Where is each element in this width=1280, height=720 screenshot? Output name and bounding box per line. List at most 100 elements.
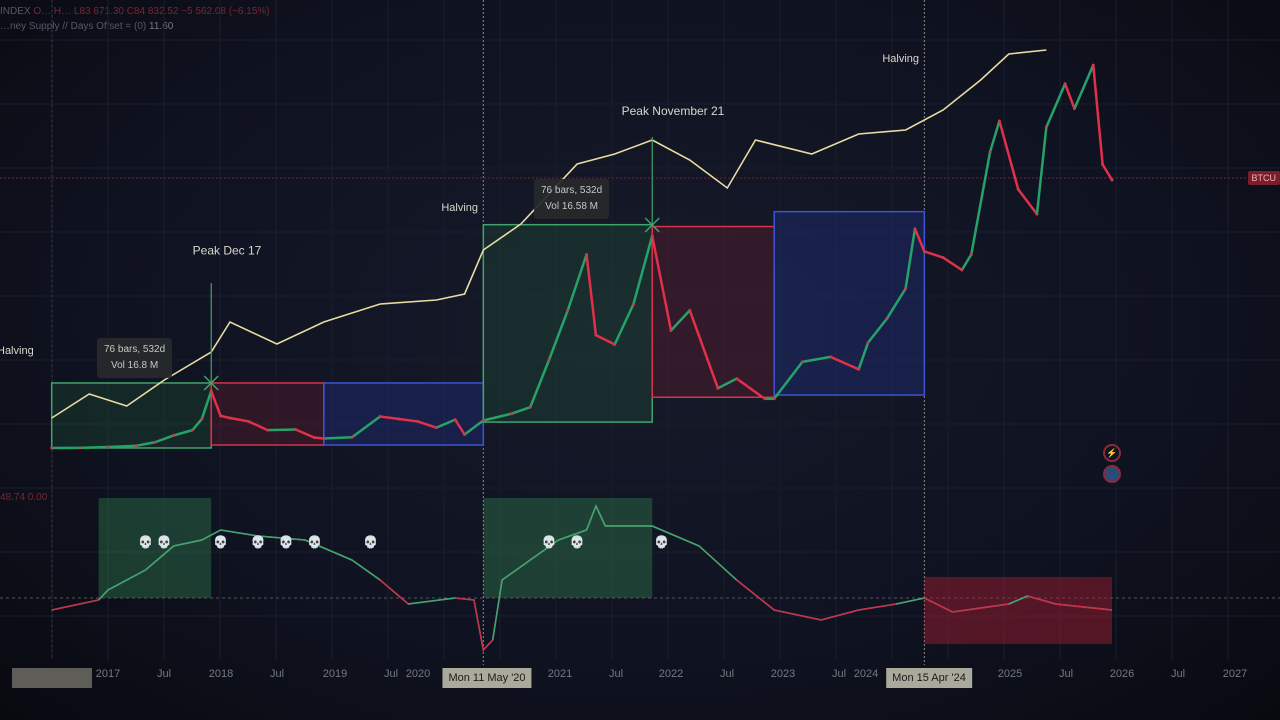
price-point xyxy=(134,444,138,448)
price-point xyxy=(829,355,833,359)
price-point xyxy=(988,150,992,154)
time-axis-tick: 2023 xyxy=(770,668,796,680)
price-point xyxy=(172,433,176,437)
price-point xyxy=(397,417,401,421)
measure-label: 76 bars, 532d Vol 16.8 M xyxy=(97,338,173,378)
skull-icon: 💀 xyxy=(363,535,378,549)
price-candle-segment xyxy=(867,317,888,344)
price-point xyxy=(997,119,1001,123)
red-cycle-box xyxy=(210,382,325,446)
time-axis-tick: 2020 xyxy=(405,668,431,680)
time-axis-tick: Jul xyxy=(719,668,735,680)
annotation-label: Peak November 21 xyxy=(622,104,725,118)
price-candle-segment xyxy=(295,428,315,439)
price-point xyxy=(941,256,945,260)
price-point xyxy=(528,405,532,409)
oscillator-segment xyxy=(1008,595,1028,605)
price-candle-segment xyxy=(463,419,485,436)
oscillator-segment xyxy=(304,539,353,561)
oscillator-segment xyxy=(379,579,409,605)
flag-icon[interactable] xyxy=(1103,465,1121,483)
price-point xyxy=(509,412,513,416)
oscillator-segment xyxy=(595,505,606,527)
price-candle-segment xyxy=(566,254,588,311)
oscillator-segment xyxy=(924,597,953,613)
price-candle-segment xyxy=(79,445,109,450)
annotation-label: Halving xyxy=(882,53,919,65)
price-candle-segment xyxy=(1063,83,1076,110)
price-point xyxy=(312,436,316,440)
price-candle-segment xyxy=(970,151,992,255)
price-candle-segment xyxy=(454,418,466,436)
symbol-name: INDEX xyxy=(0,6,31,17)
price-point xyxy=(1110,178,1114,182)
price-candle-segment xyxy=(735,377,766,400)
skull-icon: 💀 xyxy=(307,535,322,549)
price-candle-segment xyxy=(351,415,381,439)
price-candle-segment xyxy=(1017,188,1038,215)
price-point xyxy=(969,252,973,256)
price-candle-segment xyxy=(417,420,437,429)
price-point xyxy=(294,428,298,432)
price-candle-segment xyxy=(960,253,973,271)
price-candle-segment xyxy=(802,355,831,364)
time-axis-tick: Jul xyxy=(608,668,624,680)
price-point xyxy=(1016,187,1020,191)
price-candle-segment xyxy=(885,287,907,320)
price-point xyxy=(631,302,635,306)
price-point xyxy=(585,252,589,256)
price-candle-segment xyxy=(670,309,691,332)
price-candle-segment xyxy=(200,390,213,420)
oscillator-segment xyxy=(473,599,485,651)
price-point xyxy=(1091,63,1095,67)
price-point xyxy=(78,446,82,450)
symbol-legend: INDEX O… H… L83 671.30 C84 832.52 −5 562… xyxy=(0,6,270,17)
time-axis-tick: 2027 xyxy=(1222,668,1248,680)
time-axis-tick: 2017 xyxy=(95,668,121,680)
price-point xyxy=(1063,82,1067,86)
skull-icon: 💀 xyxy=(654,535,669,549)
skull-icon: 💀 xyxy=(251,535,266,549)
price-point xyxy=(463,432,467,436)
time-axis-tick: Jul xyxy=(831,668,847,680)
time-axis-tick: 2026 xyxy=(1109,668,1135,680)
red-cycle-box xyxy=(651,225,775,398)
oscillator-segment xyxy=(107,569,146,591)
price-point xyxy=(481,419,485,423)
green-oscillator-box xyxy=(98,498,212,598)
green-cycle-box xyxy=(482,223,653,423)
price-candle-segment xyxy=(595,334,616,346)
lightning-alert-icon[interactable]: ⚡ xyxy=(1103,444,1121,462)
price-point xyxy=(219,414,223,418)
price-candle-segment xyxy=(135,441,156,448)
price-point xyxy=(350,435,354,439)
price-candle-segment xyxy=(229,416,249,423)
oscillator-segment xyxy=(858,603,897,611)
price-candle-segment xyxy=(191,418,203,431)
price-scale-tag: BTCU xyxy=(1247,171,1280,185)
price-candle-segment xyxy=(717,377,738,390)
date-range-box[interactable] xyxy=(12,668,92,688)
time-axis-tick: 2018 xyxy=(208,668,234,680)
oscillator-segment xyxy=(774,609,822,621)
price-point xyxy=(322,437,326,441)
price-candle-segment xyxy=(173,428,193,437)
indicator-name: …ney Supply // Days Offset = (0) xyxy=(0,21,147,32)
measure-bars: 76 bars, 532d xyxy=(104,344,166,355)
price-candle-segment xyxy=(1101,163,1114,181)
price-point xyxy=(1072,107,1076,111)
price-point xyxy=(716,386,720,390)
price-point xyxy=(1035,212,1039,216)
indicator-legend[interactable]: …ney Supply // Days Offset = (0) 11.60 xyxy=(0,21,173,32)
price-point xyxy=(913,227,917,231)
price-point xyxy=(266,428,270,432)
price-point xyxy=(669,329,673,333)
oscillator-segment xyxy=(529,539,559,561)
price-candle-segment xyxy=(107,444,137,449)
peak-cross-icon xyxy=(644,217,660,233)
price-point xyxy=(228,416,232,420)
price-candle-segment xyxy=(998,120,1020,190)
crosshair-date-label: Mon 15 Apr '24 xyxy=(886,668,972,688)
